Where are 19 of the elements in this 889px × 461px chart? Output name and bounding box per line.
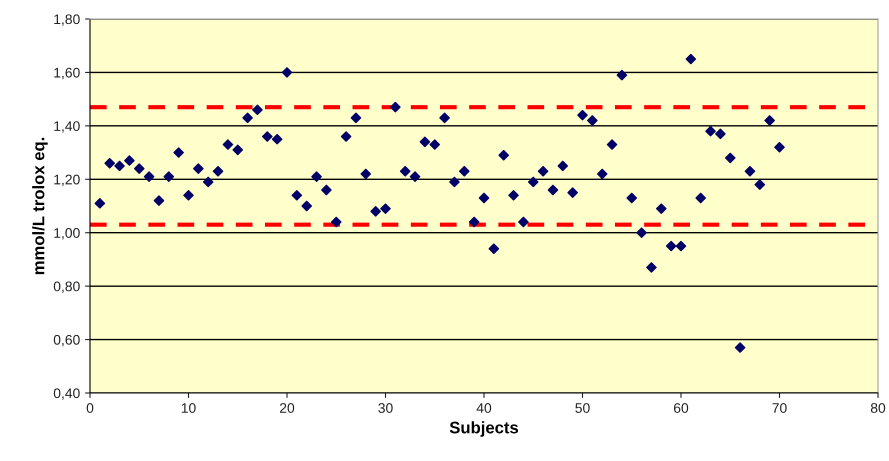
x-axis-title: Subjects: [450, 421, 518, 437]
y-tick-label: 1,40: [54, 121, 80, 133]
y-tick-label: 1,60: [54, 68, 80, 80]
x-tick-label: 20: [280, 403, 294, 413]
x-tick-label: 80: [870, 403, 886, 413]
x-tick-label: 60: [674, 403, 688, 413]
y-tick-label: 0,80: [54, 281, 80, 293]
y-tick-label: 1,20: [54, 174, 80, 186]
x-tick-label: 40: [476, 403, 492, 413]
x-tick-label: 70: [772, 403, 787, 413]
y-tick-label: 1,00: [54, 228, 80, 240]
y-axis-title: mmol/L trolox eq.: [32, 138, 48, 274]
x-tick-label: 0: [86, 403, 94, 413]
x-tick-label: 30: [378, 403, 393, 413]
y-tick-label: 0,60: [54, 334, 80, 346]
x-tick-label: 10: [182, 403, 196, 413]
x-tick-label: 50: [575, 403, 590, 413]
y-tick-label: 0,40: [54, 388, 80, 400]
y-tick-label: 1,80: [54, 14, 80, 26]
